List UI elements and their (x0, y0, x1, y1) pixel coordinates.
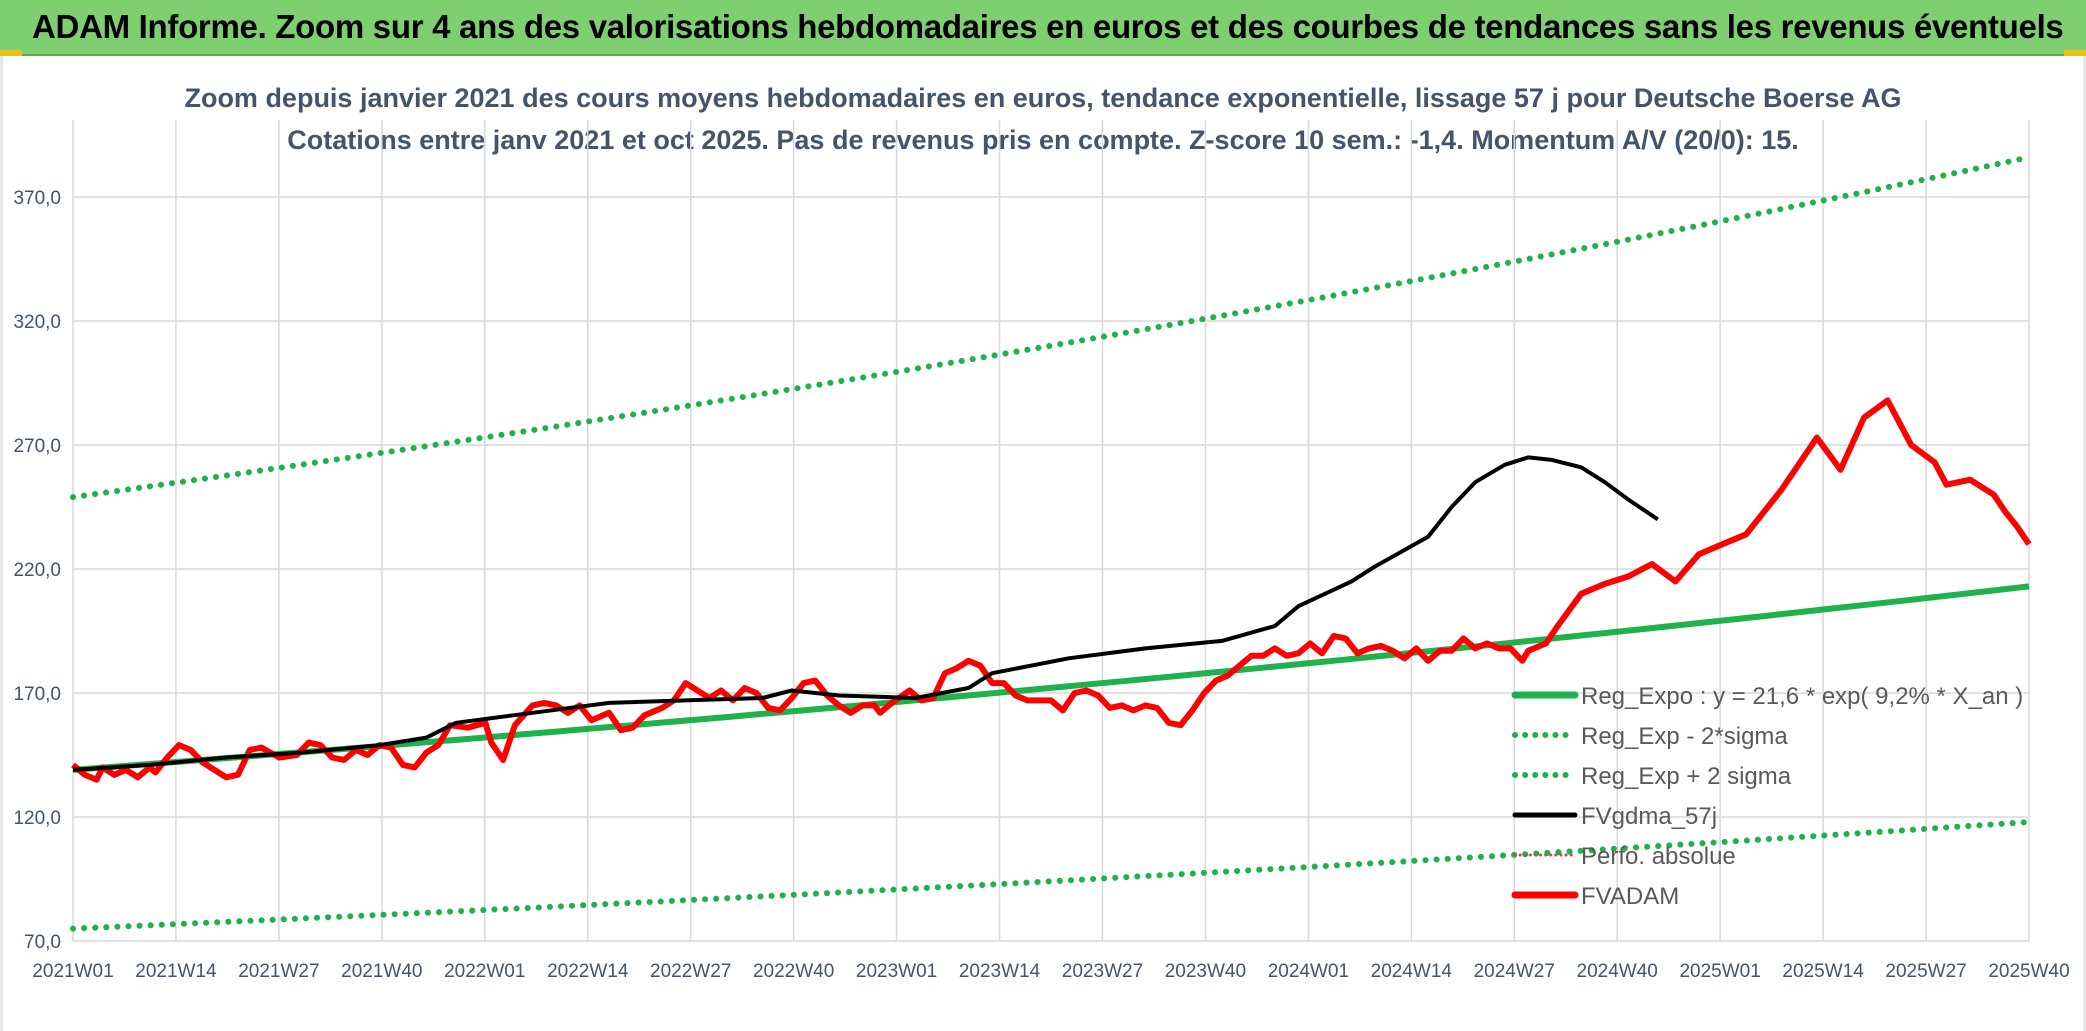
x-tick-label: 2023W14 (959, 961, 1041, 982)
y-tick-label: 70,0 (24, 932, 61, 953)
title-banner: ADAM Informe. Zoom sur 4 ans des valoris… (0, 0, 2086, 56)
x-tick-label: 2021W27 (238, 961, 319, 982)
y-tick-label: 170,0 (13, 684, 61, 705)
x-tick-label: 2024W40 (1577, 961, 1658, 982)
x-tick-label: 2021W14 (135, 961, 217, 982)
series-reg-expo (72, 583, 2030, 773)
legend-label-reg-minus: Reg_Exp - 2*sigma (1581, 723, 1788, 750)
x-tick-label: 2024W01 (1268, 961, 1349, 982)
banner-right-accent (2064, 50, 2086, 56)
legend-label-fvgdma: FVgdma_57j (1581, 803, 1717, 830)
banner-left-accent (0, 50, 22, 56)
y-tick-label: 320,0 (13, 312, 61, 333)
x-tick-label: 2021W40 (341, 961, 422, 982)
x-tick-label: 2023W40 (1165, 961, 1246, 982)
x-tick-label: 2024W27 (1474, 961, 1555, 982)
chart-title-line-1: Zoom depuis janvier 2021 des cours moyen… (184, 83, 1901, 113)
x-tick-label: 2025W27 (1885, 961, 1966, 982)
x-tick-label: 2022W27 (650, 961, 731, 982)
legend-label-fvadam: FVADAM (1581, 883, 1679, 910)
line-chart: Zoom depuis janvier 2021 des cours moyen… (13, 83, 2069, 982)
x-tick-label: 2025W01 (1679, 961, 1760, 982)
series-fvgdma (72, 455, 1659, 772)
legend-label-perfo: Perfo. absolue (1581, 843, 1736, 870)
legend-label-reg-expo: Reg_Expo : y = 21,6 * exp( 9,2% * X_an ) (1581, 683, 2023, 710)
banner-title: ADAM Informe. Zoom sur 4 ans des valoris… (32, 8, 2064, 45)
chart-frame: Zoom depuis janvier 2021 des cours moyen… (0, 56, 2086, 1031)
y-axis-ticks: 70,0 120,0 170,0 220,0 270,0 320,0 370,0 (13, 188, 61, 953)
y-tick-label: 120,0 (13, 808, 61, 829)
grid (72, 120, 2030, 942)
series-layer (70, 154, 2032, 932)
x-tick-label: 2022W01 (444, 961, 525, 982)
x-tick-label: 2023W27 (1062, 961, 1143, 982)
y-tick-label: 270,0 (13, 436, 61, 457)
x-tick-label: 2025W40 (1988, 961, 2069, 982)
x-tick-label: 2021W01 (32, 961, 113, 982)
x-tick-label: 2024W14 (1371, 961, 1453, 982)
x-tick-label: 2022W40 (753, 961, 834, 982)
x-tick-label: 2022W14 (547, 961, 629, 982)
x-tick-label: 2025W14 (1782, 961, 1864, 982)
series-reg-minus (70, 819, 2032, 932)
y-tick-label: 370,0 (13, 188, 61, 209)
x-tick-label: 2023W01 (856, 961, 937, 982)
series-fvadam (71, 397, 2032, 783)
chart-title-line-2: Cotations entre janv 2021 et oct 2025. P… (287, 125, 1799, 155)
legend: Reg_Expo : y = 21,6 * exp( 9,2% * X_an )… (1511, 683, 2023, 910)
y-tick-label: 220,0 (13, 560, 61, 581)
x-axis-ticks: 2021W01 2021W14 2021W27 2021W40 2022W01 2022W… (32, 961, 2069, 982)
legend-label-reg-plus: Reg_Exp + 2 sigma (1581, 763, 1792, 790)
series-reg-plus (70, 154, 2032, 501)
